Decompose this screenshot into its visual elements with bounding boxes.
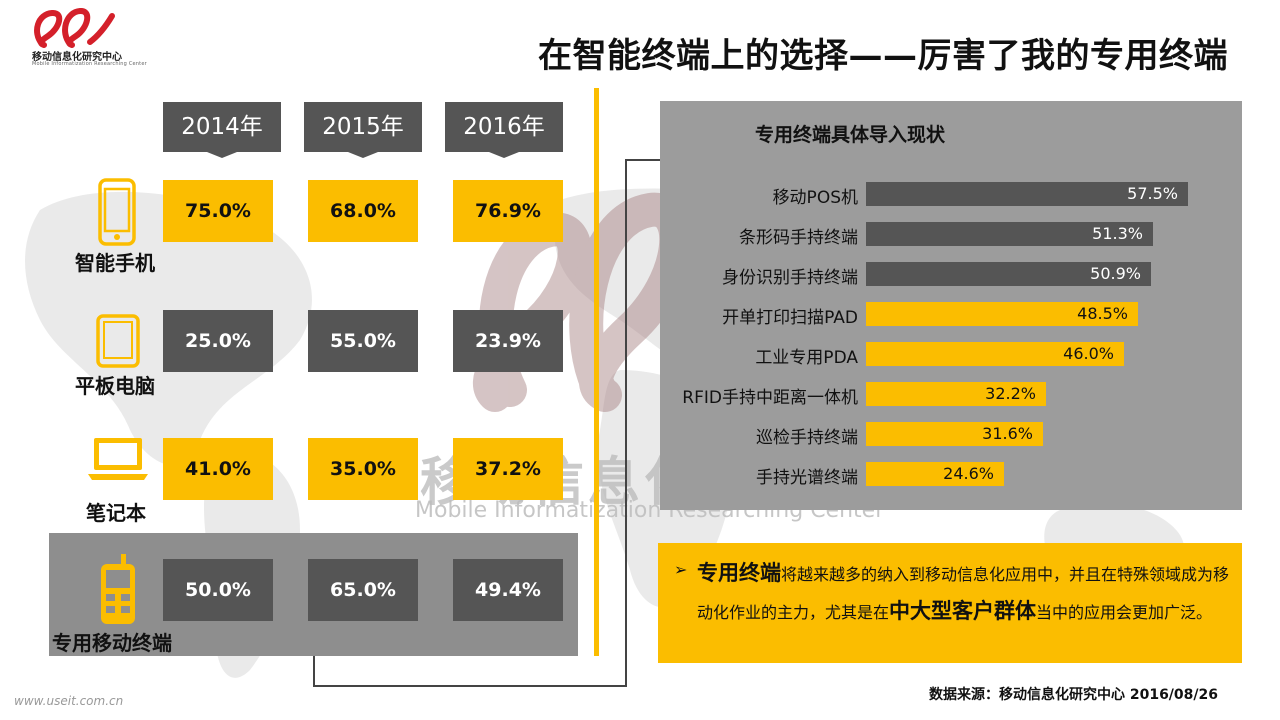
bar: 31.6% [866,422,1043,446]
value-cell: 35.0% [308,438,418,500]
bar-value-label: 46.0% [1063,344,1114,363]
row-label-smartphone: 智能手机 [75,251,155,275]
bar-label: 移动POS机 [772,188,858,208]
chart-title: 专用终端具体导入现状 [754,124,945,146]
dedicated-terminal-icon [101,554,135,624]
data-source: 数据来源：移动信息化研究中心 2016/08/26 [928,687,1218,703]
smartphone-icon [98,178,136,246]
bar: 57.5% [866,182,1188,206]
bar-value-label: 48.5% [1077,304,1128,323]
bar-label: 开单打印扫描PAD [722,308,858,328]
year-tab-2015: 2015年 [304,102,422,158]
tab-shape [445,102,563,158]
row-label-dedicated-terminal: 专用移动终端 [52,631,172,655]
bar: 46.0% [866,342,1124,366]
bar: 50.9% [866,262,1151,286]
note-emphasis: 中大型客户群体 [889,599,1037,623]
value-cell: 50.0% [163,559,273,621]
value-cell: 37.2% [453,438,563,500]
bar-value-label: 51.3% [1092,224,1143,243]
bar: 24.6% [866,462,1004,486]
bar-label: 身份识别手持终端 [722,268,858,288]
tab-shape [304,102,422,158]
bar: 51.3% [866,222,1153,246]
laptop-icon [88,438,148,480]
note-box [658,543,1242,663]
note-text: 专用终端将越来越多的纳入到移动信息化应用中，并且在特殊领域成为移动化作业的主力，… [697,555,1237,631]
bar-label: RFID手持中距离一体机 [682,388,858,408]
bar-label: 巡检手持终端 [756,428,858,448]
bullet-arrow-icon: ➢ [674,560,688,579]
year-tab-2016: 2016年 [445,102,563,158]
year-label: 2015年 [322,114,404,140]
note-lead: 专用终端 [697,561,781,585]
row-label-laptop: 笔记本 [86,501,146,525]
value-cell: 23.9% [453,310,563,372]
logo-text-cn: 移动信息化研究中心 [32,52,122,63]
logo-text-en: Mobile Informatization Researching Cente… [32,61,147,67]
page-title: 在智能终端上的选择——厉害了我的专用终端 [538,36,1228,76]
vertical-divider [594,88,599,656]
value-cell: 41.0% [163,438,273,500]
note-body-2: 当中的应用会更加广泛。 [1036,603,1213,622]
value-cell: 68.0% [308,180,418,242]
bar: 32.2% [866,382,1046,406]
bar: 48.5% [866,302,1138,326]
bar-value-label: 24.6% [943,464,994,483]
bar-label: 工业专用PDA [755,348,858,368]
value-cell: 25.0% [163,310,273,372]
value-cell: 49.4% [453,559,563,621]
tab-shape [163,102,281,158]
value-cell: 55.0% [308,310,418,372]
value-cell: 75.0% [163,180,273,242]
tablet-icon [96,314,140,368]
note-body-1: 将越来越多的纳入到移动信息化应用中，并且在特殊领域成为移动化作业的主力，尤其是在 [697,565,1230,622]
bar-value-label: 50.9% [1090,264,1141,283]
year-label: 2016年 [463,114,545,140]
bar-value-label: 57.5% [1127,184,1178,203]
value-cell: 65.0% [308,559,418,621]
logo-icon [34,8,115,48]
footer-url: www.useit.com.cn [14,694,124,708]
bar-value-label: 31.6% [982,424,1033,443]
bar-label: 条形码手持终端 [739,228,858,248]
row-label-tablet: 平板电脑 [75,374,155,398]
value-cell: 76.9% [453,180,563,242]
year-tab-2014: 2014年 [163,102,281,158]
bar-label: 手持光谱终端 [756,468,858,488]
year-label: 2014年 [181,114,263,140]
bar-value-label: 32.2% [985,384,1036,403]
